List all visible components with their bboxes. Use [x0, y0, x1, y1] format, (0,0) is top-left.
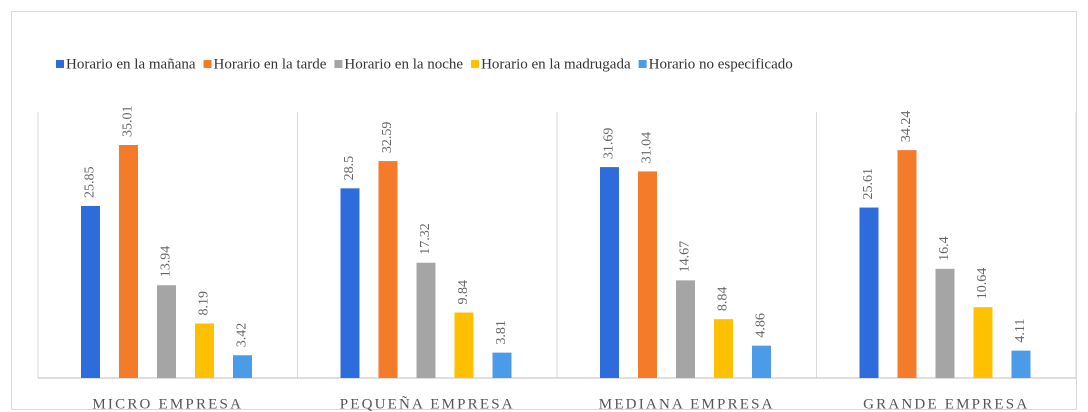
- bar: [492, 352, 512, 378]
- value-label: 25.85: [83, 166, 98, 198]
- value-label: 4.86: [754, 313, 769, 338]
- value-label: 3.42: [235, 323, 250, 348]
- x-tick-label: GRANDE EMPRESA: [863, 396, 1029, 412]
- bar: [416, 262, 436, 378]
- legend-label: Horario en la noche: [344, 56, 463, 72]
- bar: [897, 150, 917, 378]
- bar: [935, 268, 955, 378]
- legend-label: Horario en la madrugada: [481, 56, 631, 72]
- value-label: 31.69: [602, 128, 617, 160]
- legend-swatch: [638, 60, 647, 68]
- value-label: 10.64: [975, 268, 990, 300]
- bar: [1011, 350, 1031, 378]
- bar: [638, 171, 657, 378]
- value-label: 34.24: [899, 111, 914, 143]
- bar: [340, 188, 360, 378]
- value-label: 9.84: [456, 280, 471, 305]
- x-tick-label: MICRO EMPRESA: [92, 396, 243, 412]
- legend-swatch: [56, 60, 64, 68]
- value-label: 14.67: [678, 241, 693, 273]
- x-tick-label: PEQUEÑA EMPRESA: [340, 396, 515, 412]
- bar: [81, 205, 100, 378]
- bar: [600, 167, 619, 378]
- legend: Horario en la mañana Horario en la tarde H…: [56, 56, 793, 72]
- value-label: 32.59: [380, 122, 395, 154]
- value-label: 13.94: [159, 246, 174, 278]
- value-label: 8.19: [197, 291, 212, 316]
- bar: [859, 207, 879, 378]
- legend-label: Horario en la tarde: [214, 56, 327, 72]
- value-label: 17.32: [418, 223, 433, 255]
- bar: [233, 355, 252, 378]
- bar: [195, 323, 214, 378]
- value-label: 4.11: [1013, 319, 1028, 343]
- bar: [454, 312, 474, 378]
- legend-swatch: [334, 60, 343, 68]
- value-label: 31.04: [640, 132, 655, 164]
- bar: [119, 145, 138, 378]
- bar: [752, 345, 771, 378]
- value-label: 35.01: [121, 106, 136, 138]
- value-label: 8.84: [716, 287, 731, 312]
- x-tick-label: MEDIANA EMPRESA: [599, 396, 775, 412]
- bar: [714, 319, 733, 378]
- value-label: 25.61: [861, 168, 876, 200]
- bar: [378, 161, 398, 378]
- bar: [973, 307, 993, 378]
- legend-swatch: [471, 60, 480, 68]
- value-label: 16.4: [937, 236, 952, 261]
- legend-label: Horario no especificado: [649, 56, 793, 72]
- value-label: 28.5: [342, 156, 357, 181]
- legend-swatch: [203, 60, 212, 68]
- bar: [676, 280, 695, 378]
- legend-label: Horario en la mañana: [66, 56, 196, 72]
- value-label: 3.81: [494, 320, 509, 345]
- bar: [157, 285, 176, 378]
